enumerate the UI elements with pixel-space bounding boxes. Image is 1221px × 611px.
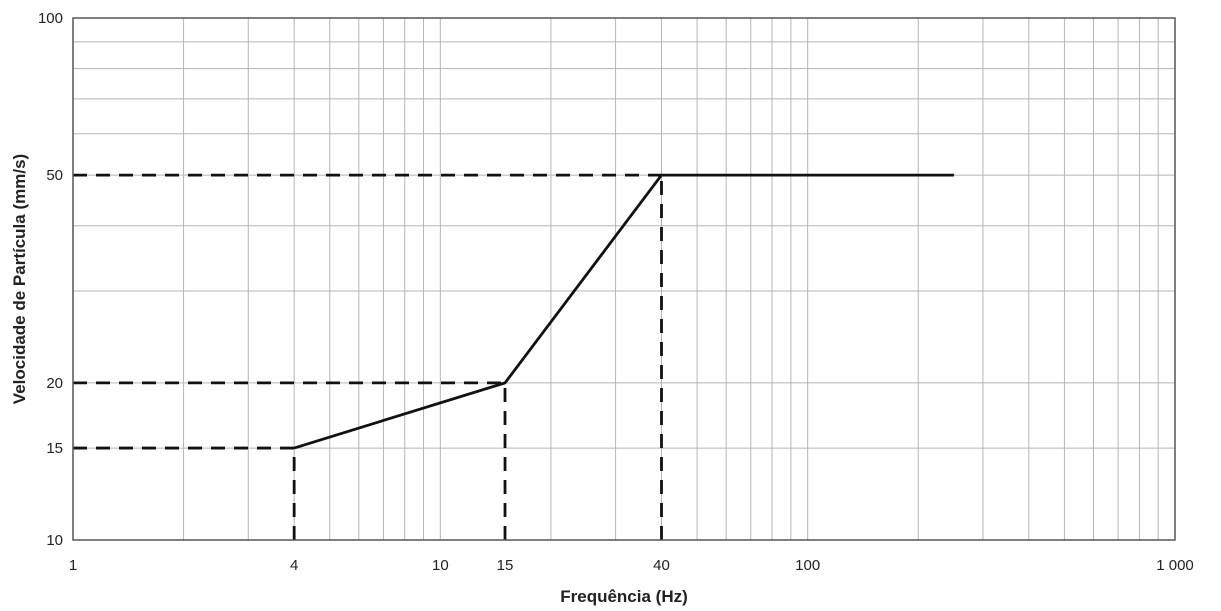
series-point [504, 382, 506, 384]
y-tick-label: 20 [46, 375, 63, 392]
y-tick-label: 50 [46, 167, 63, 184]
x-tick-label: 4 [290, 557, 298, 574]
reference-lines [73, 173, 663, 540]
plot-frame [72, 17, 1176, 541]
x-axis-title: Frequência (Hz) [560, 587, 688, 606]
series-point [293, 447, 295, 449]
series-line [293, 173, 954, 450]
x-tick-label: 1 [69, 557, 77, 574]
y-tick-label: 10 [46, 532, 63, 549]
y-tick-label: 15 [46, 440, 63, 457]
x-tick-label: 100 [795, 557, 820, 574]
tick-labels: 1 4 10 15 40 100 1 000 10 15 20 50 100 [38, 10, 1194, 574]
series [293, 173, 955, 450]
x-tick-label: 40 [653, 557, 670, 574]
x-tick-label: 10 [432, 557, 449, 574]
y-axis-title: Velocidade de Partícula (mm/s) [10, 154, 29, 404]
x-tick-label: 1 000 [1156, 557, 1194, 574]
x-tick-label: 15 [497, 557, 514, 574]
series-point [953, 174, 955, 176]
y-tick-label: 100 [38, 10, 63, 27]
grid [73, 18, 1175, 540]
series-point [660, 174, 662, 176]
